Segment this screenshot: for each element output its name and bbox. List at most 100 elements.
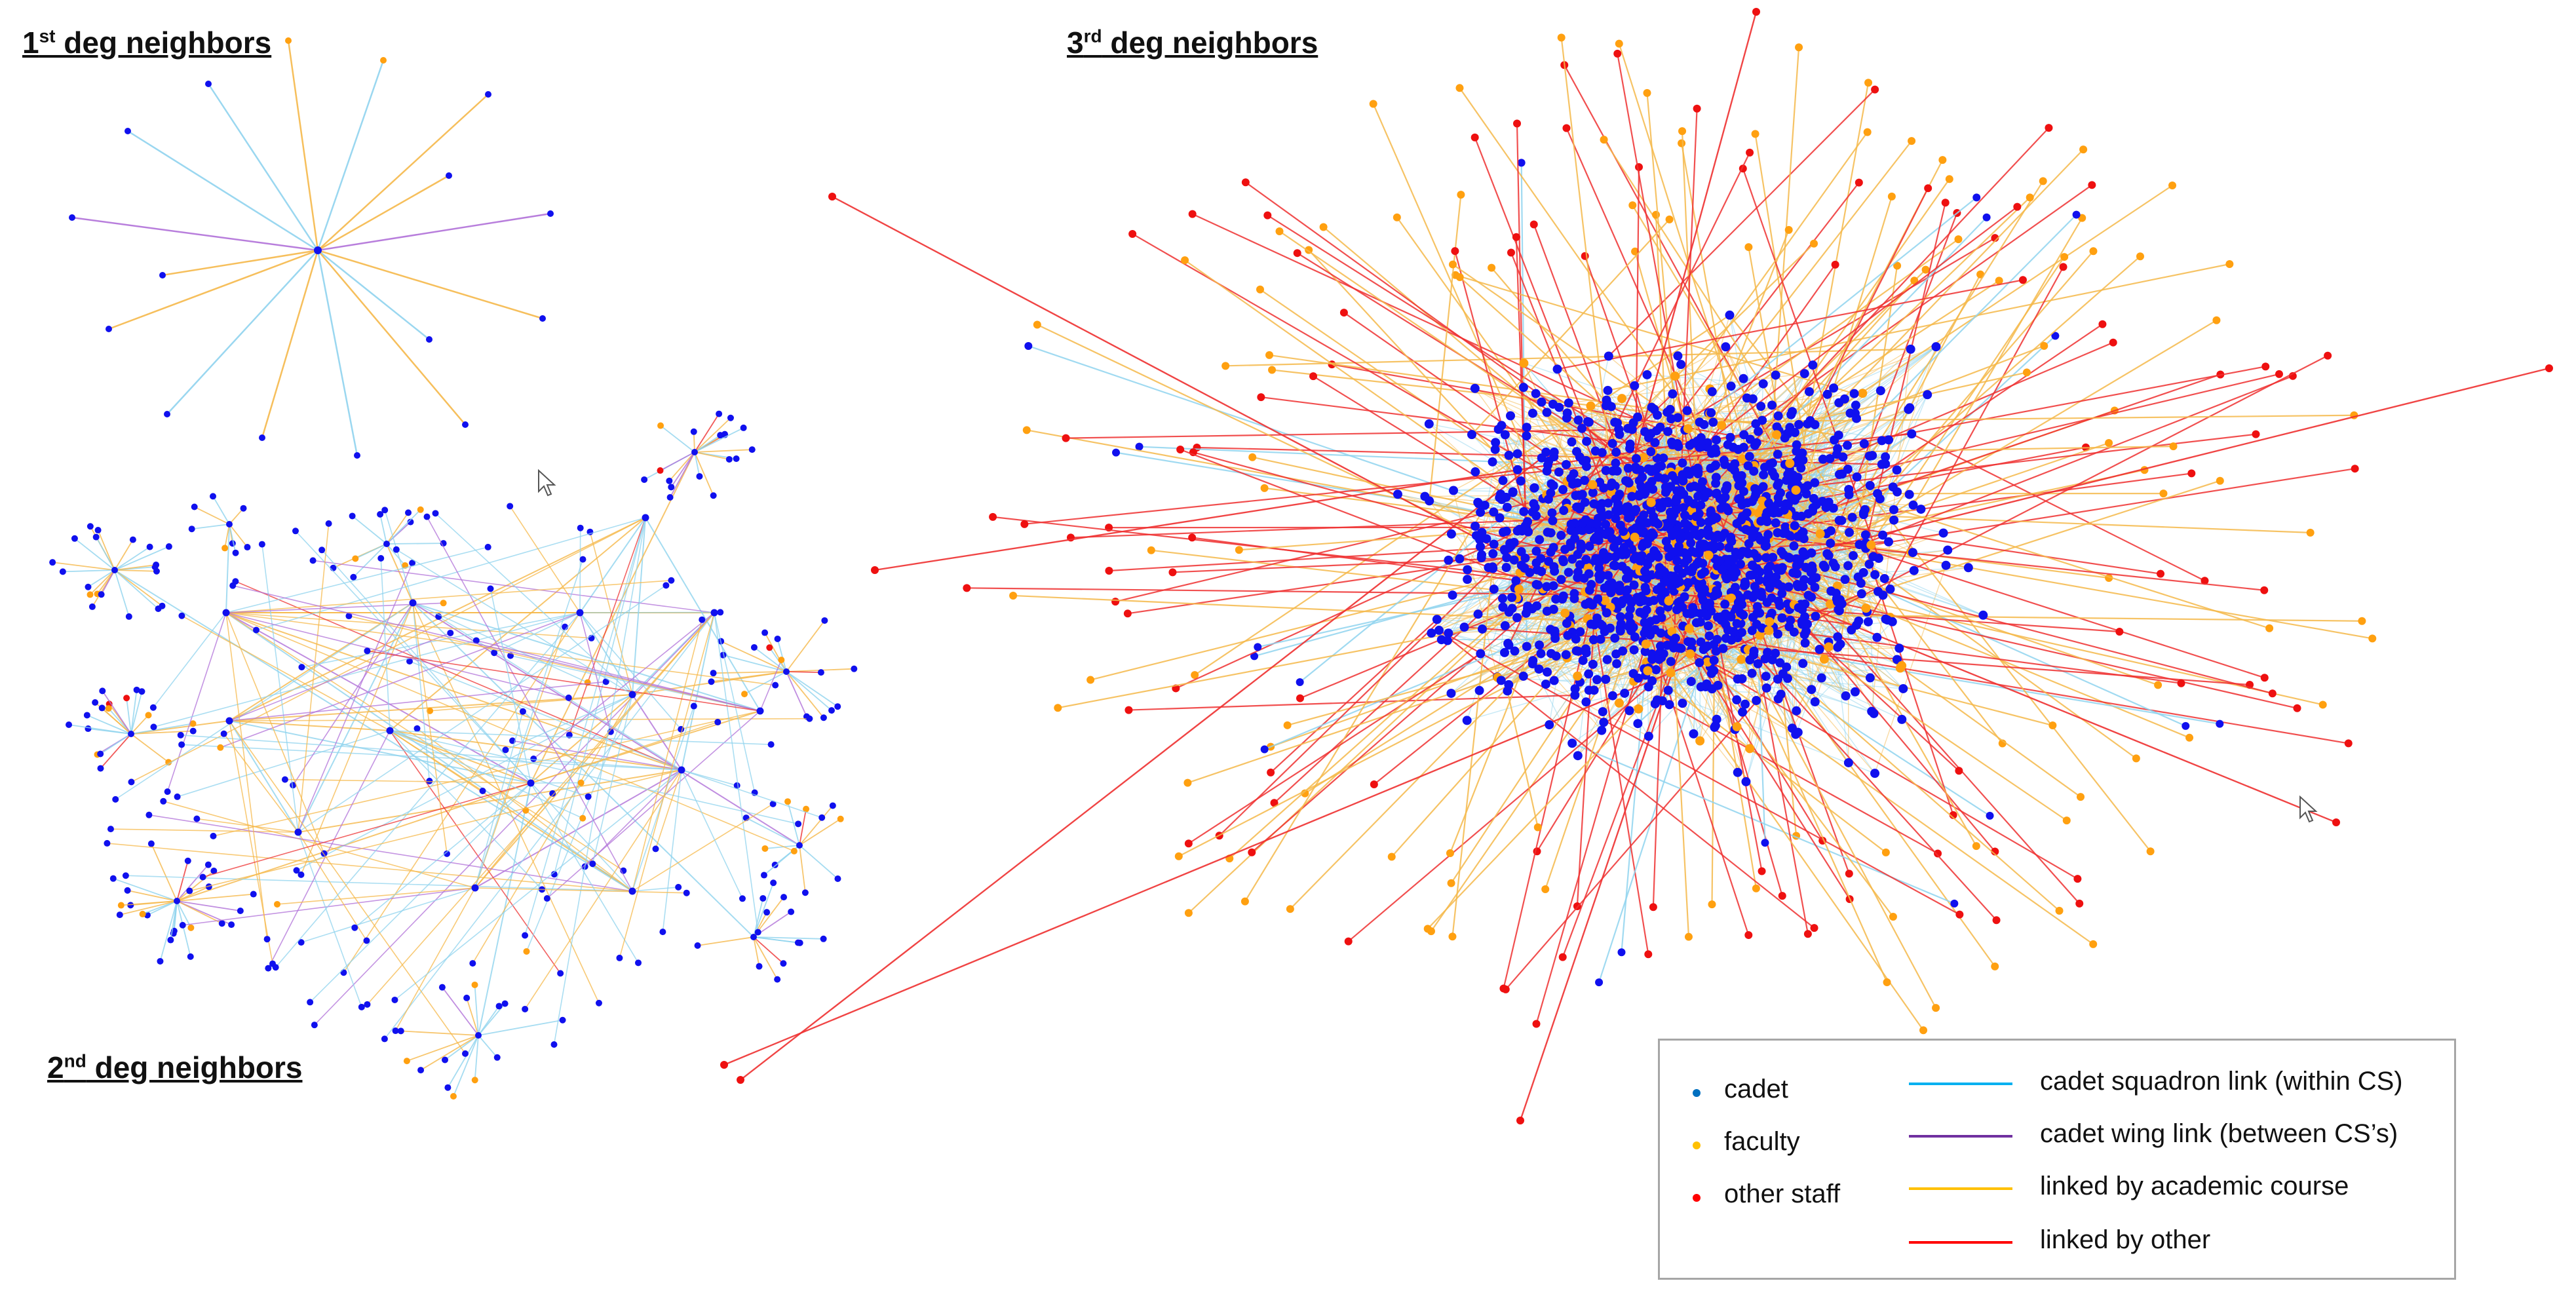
graph-node (2332, 818, 2340, 826)
graph-node (269, 960, 277, 967)
graph-node (1617, 948, 1626, 957)
graph-node (2225, 259, 2234, 268)
graph-node (1686, 676, 1696, 686)
graph-node (834, 703, 841, 710)
graph-edge (874, 434, 1744, 571)
graph-node (1908, 500, 1918, 510)
graph-node (1904, 489, 1914, 499)
graph-edge (74, 538, 115, 571)
graph-node (2018, 276, 2027, 284)
graph-edge (224, 524, 230, 548)
graph-node (1851, 400, 1860, 410)
graph-node (1546, 547, 1556, 557)
graph-node (1750, 582, 1759, 592)
graph-node (1495, 513, 1505, 523)
graph-edge (1648, 131, 1868, 438)
graph-node (1746, 148, 1754, 157)
graph-edge (317, 250, 358, 456)
graph-node (1932, 1004, 1940, 1012)
graph-edge (114, 569, 159, 609)
graph-node (1653, 552, 1663, 562)
graph-edge (225, 602, 444, 613)
graph-node (780, 894, 788, 901)
graph-node (1883, 978, 1891, 987)
graph-node (1765, 459, 1775, 469)
graph-node (1640, 647, 1650, 657)
graph-node (522, 1005, 529, 1012)
graph-node (1722, 574, 1732, 584)
graph-edge (100, 569, 115, 595)
graph-node (1569, 588, 1579, 598)
graph-node (754, 929, 761, 936)
graph-node (1723, 440, 1733, 450)
graph-node (550, 871, 558, 878)
graph-node (491, 649, 498, 657)
graph-node (128, 731, 134, 737)
graph-node (407, 518, 414, 526)
graph-node (159, 272, 166, 278)
graph-node (485, 91, 491, 98)
graph-node (1541, 885, 1550, 894)
graph-edge (681, 769, 822, 818)
graph-node (1798, 582, 1808, 592)
graph-node (780, 960, 787, 967)
graph-node (1482, 534, 1491, 544)
graph-edge (530, 721, 718, 784)
graph-node (1661, 537, 1671, 547)
graph-node (1500, 546, 1510, 556)
graph-node (2048, 721, 2057, 730)
graph-node (1803, 930, 1812, 938)
graph-node (750, 934, 757, 940)
graph-node (1904, 404, 1913, 414)
graph-node (1763, 647, 1773, 657)
graph-node (1537, 567, 1547, 577)
graph-node (1556, 575, 1566, 585)
graph-edge (108, 708, 132, 735)
graph-node (772, 681, 779, 689)
graph-node (1545, 720, 1554, 730)
graph-node (440, 540, 447, 547)
graph-node (1680, 518, 1690, 528)
graph-node (1260, 484, 1269, 492)
graph-node (1785, 423, 1795, 432)
graph-node (1221, 362, 1230, 370)
graph-node (1509, 555, 1519, 565)
graph-node (761, 629, 769, 636)
graph-node (298, 664, 305, 671)
graph-node (1423, 925, 1432, 933)
graph-edge (298, 523, 330, 833)
graph-node (298, 871, 305, 878)
graph-edge (466, 997, 479, 1036)
graph-node (380, 57, 387, 64)
graph-node (1547, 479, 1556, 489)
graph-node (1571, 491, 1581, 501)
graph-edge (212, 495, 230, 525)
graph-node (88, 603, 96, 610)
graph-edge (799, 805, 834, 846)
graph-node (1717, 421, 1727, 431)
graph-node (1033, 320, 1041, 329)
graph-node (1635, 607, 1645, 617)
graph-node (1684, 624, 1694, 634)
graph-node (1444, 555, 1453, 565)
graph-node (1796, 463, 1806, 473)
graph-node (1739, 430, 1749, 440)
graph-node (1516, 476, 1526, 486)
graph-node (1644, 950, 1653, 959)
graph-node (1865, 673, 1875, 683)
graph-node (628, 887, 636, 895)
graph-node (1267, 768, 1275, 777)
graph-node (1693, 491, 1703, 501)
graph-edge (113, 877, 178, 902)
graph-edge (1290, 653, 1542, 910)
graph-node (1723, 625, 1733, 635)
graph-node (1856, 589, 1866, 599)
graph-node (739, 895, 746, 902)
graph-node (1888, 482, 1898, 492)
graph-edge (1427, 708, 1640, 930)
graph-edge (1447, 640, 1533, 661)
graph-node (1489, 507, 1499, 517)
graph-node (1467, 430, 1476, 440)
graph-node (1548, 581, 1558, 590)
graph-node (1446, 689, 1456, 699)
